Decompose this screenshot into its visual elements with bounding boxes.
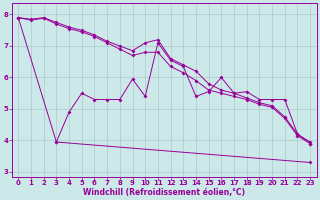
X-axis label: Windchill (Refroidissement éolien,°C): Windchill (Refroidissement éolien,°C) (83, 188, 245, 197)
